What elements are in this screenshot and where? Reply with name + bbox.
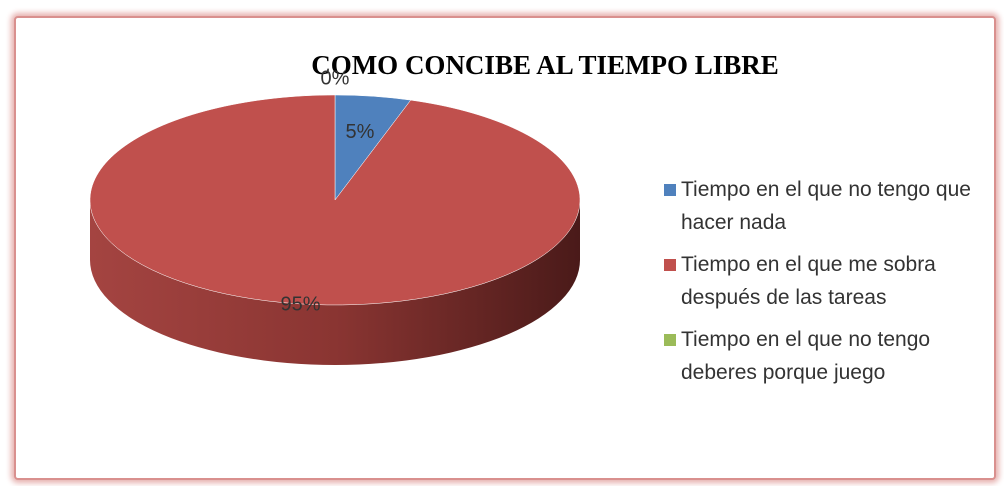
legend-label: Tiempo en el que me sobra después de las… [681, 253, 936, 309]
legend-swatch [664, 334, 676, 346]
data-label: 5% [345, 121, 374, 143]
legend-item: Tiempo en el que no tengo que hacer nada [664, 173, 984, 239]
legend-swatch [664, 184, 676, 196]
pie-slice [89, 94, 581, 306]
data-label: 95% [280, 294, 320, 316]
legend-label: Tiempo en el que no tengo deberes porque… [681, 328, 931, 384]
pie-slice-side [90, 200, 580, 365]
legend-label: Tiempo en el que no tengo que hacer nada [681, 178, 971, 234]
chart-title: COMO CONCIBE AL TIEMPO LIBRE [311, 50, 779, 80]
legend-item: Tiempo en el que me sobra después de las… [664, 248, 984, 314]
legend-item: Tiempo en el que no tengo deberes porque… [664, 323, 984, 389]
data-label: 0% [321, 68, 350, 90]
legend-swatch [664, 259, 676, 271]
